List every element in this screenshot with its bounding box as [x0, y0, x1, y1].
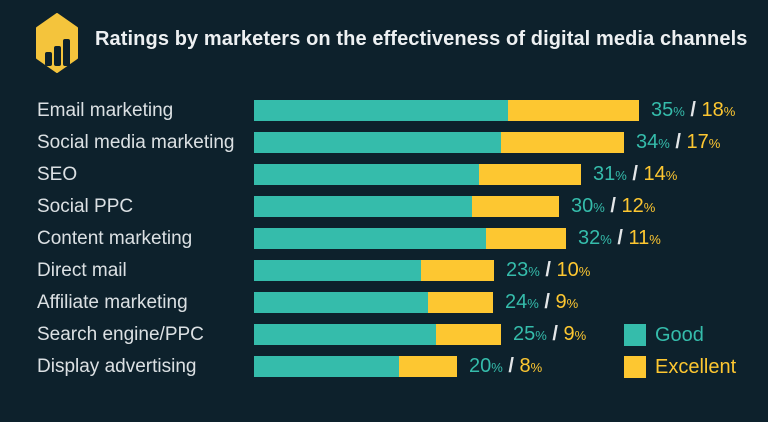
value-label: 35% / 18%: [651, 98, 736, 121]
chart-row: Direct mail 23% / 10%: [37, 258, 735, 281]
bar-segment-excellent: [508, 100, 639, 121]
legend-swatch-excellent: [624, 356, 646, 378]
value-label: 25% / 9%: [513, 322, 587, 345]
value-label: 34% / 17%: [636, 130, 721, 153]
value-label: 30% / 12%: [571, 194, 656, 217]
stacked-bar: [254, 324, 501, 345]
bar-segment-good: [254, 164, 479, 185]
stacked-bar: [254, 164, 581, 185]
category-label: Social PPC: [37, 196, 134, 217]
stacked-bar: [254, 100, 639, 121]
category-label: Search engine/PPC: [37, 324, 204, 345]
stacked-bar: [254, 228, 566, 249]
value-label: 20% / 8%: [469, 354, 543, 377]
chart-row: Content marketing 32% / 11%: [37, 226, 735, 249]
bar-segment-excellent: [479, 164, 581, 185]
legend-label: Excellent: [655, 356, 737, 378]
bar-segment-excellent: [486, 228, 566, 249]
stacked-bar: [254, 132, 624, 153]
bar-segment-excellent: [472, 196, 559, 217]
bar-segment-excellent: [436, 324, 501, 345]
value-label: 32% / 11%: [578, 226, 661, 249]
bar-segment-excellent: [428, 292, 493, 313]
bar-segment-good: [254, 356, 399, 377]
bar-segment-good: [254, 260, 421, 281]
chart-row: Email marketing 35% / 18%: [37, 98, 736, 121]
legend-swatch-good: [624, 324, 646, 346]
chart-row: Social PPC 30% / 12%: [37, 194, 735, 217]
chart-title: Ratings by marketers on the effectivenes…: [95, 28, 748, 50]
bar-segment-good: [254, 292, 428, 313]
legend-entry: Good: [624, 324, 736, 346]
chart-row: Search engine/PPC 25% / 9%: [37, 322, 735, 345]
chart-row: Affiliate marketing 24% / 9%: [37, 290, 735, 313]
bar-segment-good: [254, 196, 472, 217]
bar-segment-excellent: [421, 260, 494, 281]
chart-row: Social media marketing 34% / 17%: [37, 130, 735, 153]
category-label: Affiliate marketing: [37, 292, 188, 313]
stacked-bar: [254, 356, 457, 377]
bar-segment-good: [254, 100, 508, 121]
chart-row: Display advertising 20% / 8%: [37, 354, 735, 377]
bar-segment-good: [254, 228, 486, 249]
category-label: Content marketing: [37, 228, 193, 249]
bar-segment-good: [254, 324, 436, 345]
value-label: 31% / 14%: [593, 162, 678, 185]
bar-segment-good: [254, 132, 501, 153]
bar-chart-hexagon-icon: [36, 13, 78, 73]
stacked-bar: [254, 292, 493, 313]
category-label: Social media marketing: [37, 132, 235, 153]
value-label: 23% / 10%: [506, 258, 591, 281]
stacked-bar: [254, 260, 494, 281]
category-label: Direct mail: [37, 260, 127, 281]
legend-entry: Excellent: [624, 356, 736, 378]
stacked-bar: [254, 196, 559, 217]
legend-label: Good: [655, 324, 704, 346]
bar-segment-excellent: [399, 356, 457, 377]
chart-row: SEO 31% / 14%: [37, 162, 735, 185]
bar-segment-excellent: [501, 132, 624, 153]
value-label: 24% / 9%: [505, 290, 579, 313]
category-label: SEO: [37, 164, 78, 185]
category-label: Display advertising: [37, 356, 197, 377]
chart-rows: Email marketing 35% / 18% Social media mar…: [37, 98, 736, 388]
category-label: Email marketing: [37, 100, 174, 121]
legend: Good Excellent: [624, 324, 736, 388]
